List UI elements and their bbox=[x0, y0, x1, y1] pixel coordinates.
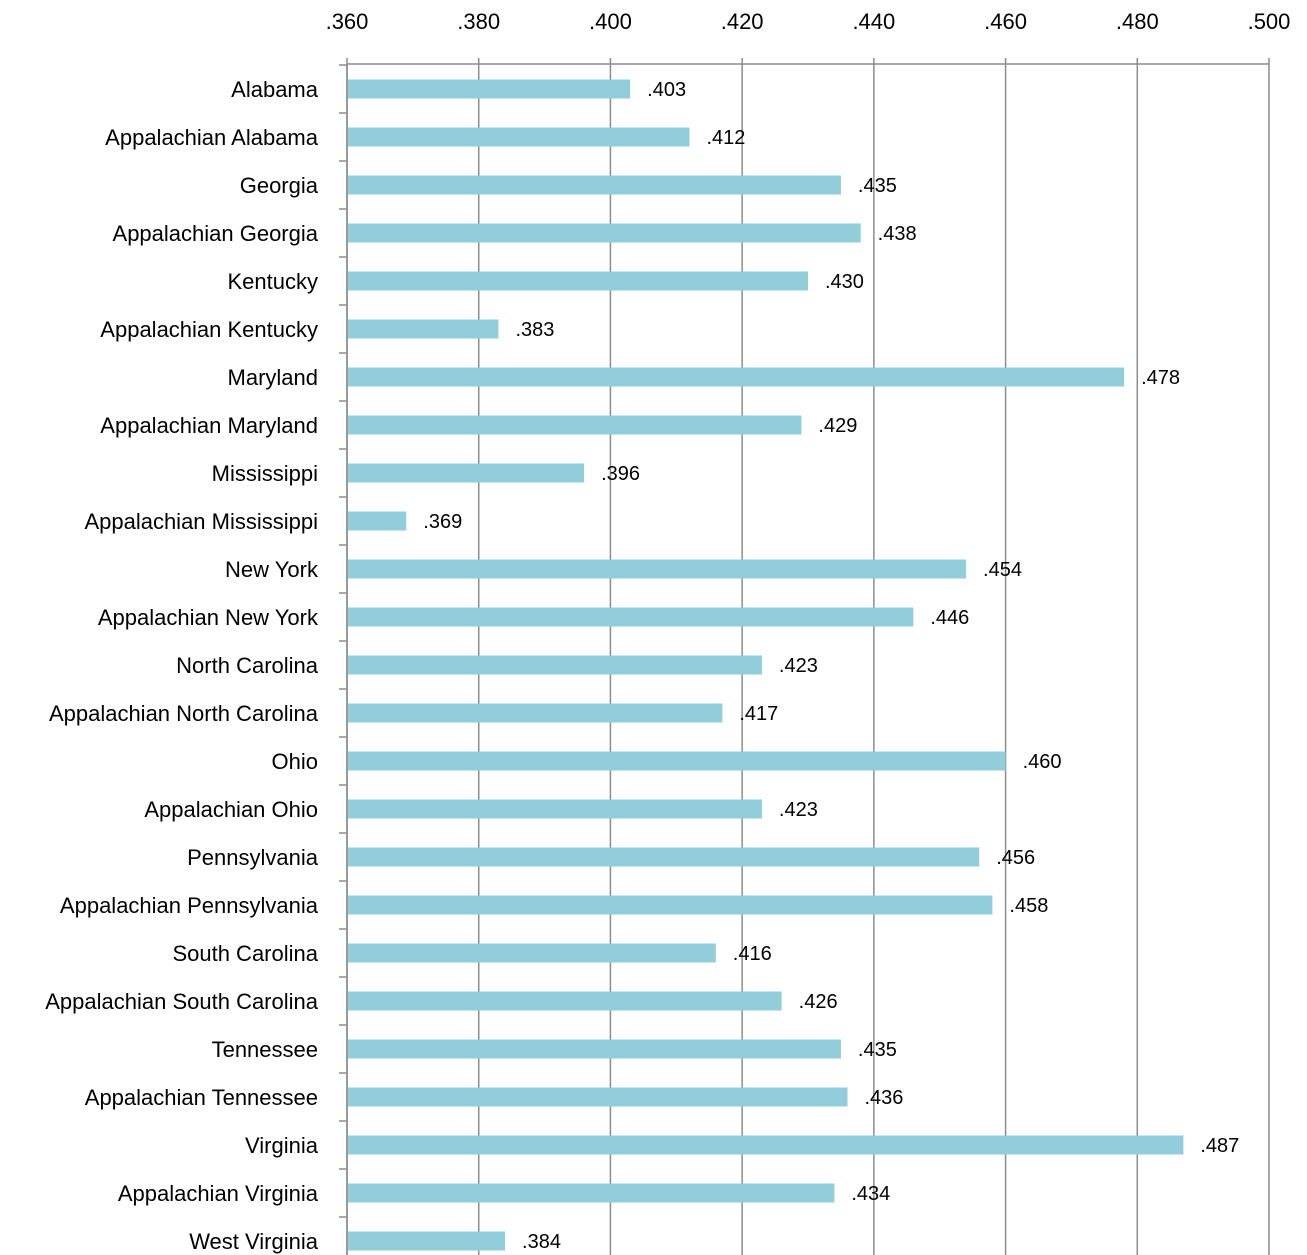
bar bbox=[348, 1183, 835, 1203]
category-label: New York bbox=[225, 557, 319, 582]
category-label: Appalachian South Carolina bbox=[45, 989, 319, 1014]
category-label: Appalachian Pennsylvania bbox=[60, 893, 319, 918]
x-tick-label: .480 bbox=[1116, 9, 1159, 34]
x-tick-label: .400 bbox=[589, 9, 632, 34]
data-label: .417 bbox=[739, 703, 778, 725]
data-label: .403 bbox=[647, 79, 686, 101]
x-tick-label: .420 bbox=[721, 9, 764, 34]
data-label: .435 bbox=[858, 175, 897, 197]
x-tick-label: .360 bbox=[326, 9, 369, 34]
category-label: Alabama bbox=[231, 77, 319, 102]
bars bbox=[348, 79, 1184, 1251]
data-labels: .403 .412 .435 .438 .430 .383 .478 .429 .396 .369… bbox=[423, 79, 1239, 1253]
bar bbox=[348, 607, 914, 627]
data-label: .396 bbox=[601, 463, 640, 485]
data-label: .423 bbox=[779, 799, 818, 821]
category-label: Mississippi bbox=[212, 461, 318, 486]
category-label: Appalachian Virginia bbox=[118, 1181, 319, 1206]
data-label: .454 bbox=[983, 559, 1022, 581]
bar bbox=[348, 991, 782, 1011]
bar bbox=[348, 1231, 506, 1251]
x-tick-label: .440 bbox=[852, 9, 895, 34]
bar bbox=[348, 895, 993, 915]
bar bbox=[348, 1039, 841, 1059]
category-label: Appalachian Maryland bbox=[100, 413, 318, 438]
bar bbox=[348, 559, 967, 579]
x-tick-label: .460 bbox=[984, 9, 1027, 34]
bar bbox=[348, 1135, 1184, 1155]
bar bbox=[348, 703, 723, 723]
category-label: Appalachian Mississippi bbox=[84, 509, 318, 534]
bar bbox=[348, 79, 631, 99]
data-label: .369 bbox=[423, 511, 462, 533]
data-label: .429 bbox=[818, 415, 857, 437]
bar bbox=[348, 127, 690, 147]
category-labels: Alabama Appalachian Alabama Georgia Appalac… bbox=[45, 77, 319, 1254]
data-label: .423 bbox=[779, 655, 818, 677]
category-label: North Carolina bbox=[176, 653, 319, 678]
bar bbox=[348, 367, 1125, 387]
data-label: .435 bbox=[858, 1039, 897, 1061]
bar bbox=[348, 751, 1006, 771]
data-label: .478 bbox=[1141, 367, 1180, 389]
data-label: .416 bbox=[733, 943, 772, 965]
category-label: South Carolina bbox=[172, 941, 318, 966]
category-label: Kentucky bbox=[228, 269, 319, 294]
data-label: .487 bbox=[1200, 1135, 1239, 1157]
data-label: .458 bbox=[1009, 895, 1048, 917]
bar bbox=[348, 799, 762, 819]
bar bbox=[348, 223, 861, 243]
category-label: Appalachian Ohio bbox=[144, 797, 318, 822]
category-label: Appalachian Kentucky bbox=[100, 317, 318, 342]
data-label: .438 bbox=[878, 223, 917, 245]
category-label: Appalachian Alabama bbox=[105, 125, 319, 150]
x-tick-labels: .360 .380 .400 .420 .440 .460 .480 .500 bbox=[326, 9, 1291, 34]
category-label: Tennessee bbox=[212, 1037, 318, 1062]
category-label: Appalachian New York bbox=[98, 605, 319, 630]
category-label: Ohio bbox=[272, 749, 318, 774]
bar bbox=[348, 319, 499, 339]
bar bbox=[348, 175, 841, 195]
x-tick-label: .380 bbox=[457, 9, 500, 34]
bar bbox=[348, 271, 808, 291]
category-label: Appalachian Georgia bbox=[113, 221, 319, 246]
category-label: Appalachian North Carolina bbox=[49, 701, 319, 726]
category-label: Maryland bbox=[228, 365, 318, 390]
data-label: .434 bbox=[851, 1183, 890, 1205]
bar bbox=[348, 511, 407, 531]
bar bbox=[348, 847, 980, 867]
bar bbox=[348, 655, 762, 675]
data-label: .446 bbox=[930, 607, 969, 629]
category-label: West Virginia bbox=[189, 1229, 319, 1254]
data-label: .460 bbox=[1023, 751, 1062, 773]
data-label: .456 bbox=[996, 847, 1035, 869]
category-axis bbox=[339, 64, 348, 1255]
data-label: .430 bbox=[825, 271, 864, 293]
bar bbox=[348, 1087, 848, 1107]
x-tick-label: .500 bbox=[1248, 9, 1291, 34]
bar bbox=[348, 943, 716, 963]
data-label: .383 bbox=[515, 319, 554, 341]
data-label: .412 bbox=[706, 127, 745, 149]
bar bbox=[348, 463, 585, 483]
data-label: .436 bbox=[865, 1087, 904, 1109]
category-label: Georgia bbox=[240, 173, 319, 198]
data-label: .426 bbox=[799, 991, 838, 1013]
category-label: Pennsylvania bbox=[187, 845, 319, 870]
bar bbox=[348, 415, 802, 435]
category-label: Virginia bbox=[245, 1133, 319, 1158]
data-label: .384 bbox=[522, 1231, 561, 1253]
category-label: Appalachian Tennessee bbox=[85, 1085, 318, 1110]
